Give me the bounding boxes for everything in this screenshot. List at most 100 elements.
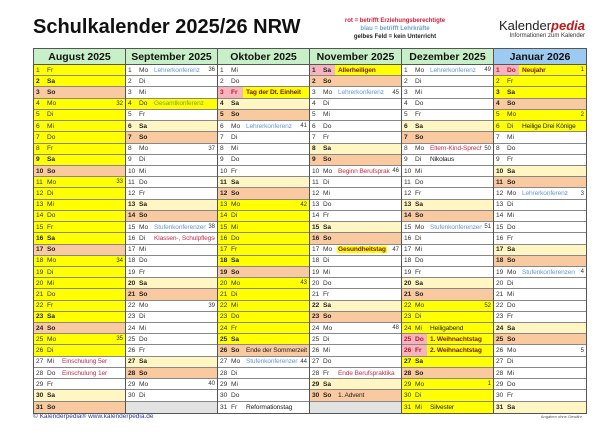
day-row[interactable]: 18 So xyxy=(494,255,586,267)
day-row[interactable]: 24 Fr xyxy=(218,323,309,335)
day-row[interactable]: 17 Mo Gesundheitstag 47 xyxy=(310,244,401,256)
day-row[interactable]: 14 So xyxy=(402,210,493,223)
day-row[interactable]: 30 Di xyxy=(402,390,493,402)
day-row[interactable]: 26 So Ende der Sommerzeit xyxy=(218,345,309,357)
day-row[interactable]: 22 Mo 52 xyxy=(402,300,493,312)
day-row[interactable]: 18 Mo 34 xyxy=(34,255,125,267)
day-row[interactable]: 31 So xyxy=(34,401,125,413)
day-row[interactable]: 17 So xyxy=(34,244,125,256)
day-row[interactable]: 2 Do xyxy=(218,76,309,88)
day-row[interactable]: 21 Do xyxy=(34,289,125,301)
day-row[interactable]: 15 Mo Stufenkonferenzen 38 xyxy=(126,222,217,234)
day-row[interactable]: 19 Di xyxy=(34,266,125,279)
day-row[interactable]: 10 So xyxy=(34,165,125,178)
day-row[interactable]: 18 Sa xyxy=(218,255,309,267)
day-row[interactable]: 13 Do xyxy=(310,199,401,211)
day-row[interactable]: 5 Fr xyxy=(126,109,217,122)
day-row[interactable]: 26 Mo 5 xyxy=(494,345,586,357)
day-row[interactable]: 11 Do xyxy=(126,177,217,189)
day-row[interactable]: 14 Di xyxy=(218,210,309,223)
day-row[interactable]: 19 Mo Stufenkonferenzen 4 xyxy=(494,266,586,279)
day-row[interactable]: 11 Sa xyxy=(218,177,309,189)
day-row[interactable]: 9 Fr xyxy=(494,154,586,166)
day-row[interactable]: 11 Do xyxy=(402,177,493,189)
day-row[interactable]: 23 Di xyxy=(402,311,493,324)
day-row[interactable]: 15 Fr xyxy=(34,222,125,234)
day-row[interactable]: 29 Mo 40 xyxy=(126,379,217,391)
day-row[interactable]: 25 Di xyxy=(310,334,401,346)
day-row[interactable]: 16 Do xyxy=(218,233,309,245)
day-row[interactable]: 31 Fr Reformationstag xyxy=(218,401,309,413)
day-row[interactable]: 28 Mi xyxy=(494,367,586,380)
day-row[interactable]: 31 Mi Silvester xyxy=(402,401,493,413)
day-row[interactable]: 21 Fr xyxy=(310,289,401,301)
day-row[interactable]: 6 Sa xyxy=(126,121,217,133)
day-row[interactable]: 23 Sa xyxy=(34,311,125,324)
day-row[interactable]: 29 Sa xyxy=(310,379,401,391)
day-row[interactable]: 6 Di Heilige Drei Könige xyxy=(494,121,586,133)
day-row[interactable]: 30 Do xyxy=(218,390,309,402)
day-row[interactable]: 5 Di xyxy=(34,109,125,122)
day-row[interactable]: 30 Fr xyxy=(494,390,586,402)
day-row[interactable]: 1 Mo Lehrerkonferenz 36 xyxy=(126,65,217,77)
day-row[interactable]: 4 Do xyxy=(402,98,493,110)
day-row[interactable]: 22 Mo 39 xyxy=(126,300,217,312)
day-row[interactable]: 13 Mo 42 xyxy=(218,199,309,211)
day-row[interactable]: 15 Do xyxy=(494,222,586,234)
day-row[interactable]: 8 Mo Eltern-Kind-Sprechtag50 xyxy=(402,143,493,155)
day-row[interactable]: 1 Mi xyxy=(218,65,309,77)
day-row[interactable]: 8 Fr xyxy=(34,143,125,155)
day-row[interactable]: 3 Sa xyxy=(494,87,586,99)
day-row[interactable]: 19 Fr xyxy=(126,266,217,279)
day-row[interactable]: 14 Fr xyxy=(310,210,401,223)
day-row[interactable]: 8 Do xyxy=(494,143,586,155)
day-row[interactable]: 24 Sa xyxy=(494,323,586,335)
day-row[interactable]: 19 Mi xyxy=(310,266,401,279)
day-row[interactable]: 5 Fr xyxy=(402,109,493,122)
day-row[interactable]: 20 Mo 43 xyxy=(218,278,309,290)
day-row[interactable]: 1 Sa Allerheiligen xyxy=(310,65,401,77)
day-row[interactable]: 11 So xyxy=(494,177,586,189)
day-row[interactable]: 19 Fr xyxy=(402,266,493,279)
day-row[interactable]: 9 Do xyxy=(218,154,309,166)
day-row[interactable]: 4 Do Gesamtkonferenz xyxy=(126,98,217,110)
day-row[interactable]: 20 Sa xyxy=(126,278,217,290)
day-row[interactable]: 24 Mi Heiligabend xyxy=(402,323,493,335)
day-row[interactable]: 10 Mi xyxy=(402,165,493,178)
day-row[interactable]: 22 Do xyxy=(494,300,586,312)
day-row[interactable]: 28 So xyxy=(126,367,217,380)
day-row[interactable]: 4 So xyxy=(494,98,586,110)
day-row[interactable]: 29 Mi xyxy=(218,379,309,391)
day-row[interactable]: 27 Do xyxy=(310,356,401,368)
day-row[interactable]: 29 Mo 1 xyxy=(402,379,493,391)
day-row[interactable]: 13 Sa xyxy=(126,199,217,211)
day-row[interactable]: 1 Fr xyxy=(34,65,125,77)
day-row[interactable]: 12 Di xyxy=(34,188,125,200)
day-row[interactable]: 30 So 1. Advent xyxy=(310,390,401,402)
day-row[interactable]: 3 So xyxy=(34,87,125,99)
day-row[interactable]: 12 Mi xyxy=(310,188,401,200)
day-row[interactable]: 21 So xyxy=(402,289,493,301)
day-row[interactable]: 27 Mo Stufenkonferenzen 44 xyxy=(218,356,309,368)
day-row[interactable]: 8 Mi xyxy=(218,143,309,155)
day-row[interactable]: 27 Mi Einschulung 5er xyxy=(34,356,125,368)
day-row[interactable]: 7 Mi xyxy=(494,132,586,144)
day-row[interactable]: 14 Mi xyxy=(494,210,586,223)
day-row[interactable]: 5 So xyxy=(218,109,309,122)
day-row[interactable]: 19 So xyxy=(218,266,309,279)
day-row[interactable]: 12 Fr xyxy=(402,188,493,200)
day-row[interactable]: 9 Di Nikolaus xyxy=(402,154,493,166)
day-row[interactable]: 26 Mi xyxy=(310,345,401,357)
day-row[interactable]: 9 So xyxy=(310,154,401,166)
day-row[interactable]: 29 Do xyxy=(494,379,586,391)
day-row[interactable]: 25 Sa xyxy=(218,334,309,346)
day-row[interactable]: 21 Di xyxy=(218,289,309,301)
day-row[interactable]: 2 Di xyxy=(126,76,217,88)
day-row[interactable]: 15 Mo Stufenkonferenzen 51 xyxy=(402,222,493,234)
day-row[interactable]: 2 So xyxy=(310,76,401,88)
day-row[interactable]: 24 Mo 48 xyxy=(310,323,401,335)
day-row[interactable]: 16 Sa xyxy=(34,233,125,245)
day-row[interactable]: 6 Mi xyxy=(34,121,125,133)
